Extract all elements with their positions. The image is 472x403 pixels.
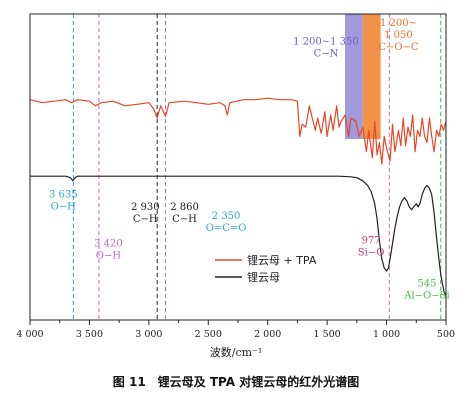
- band-highlights: [344, 14, 381, 139]
- x-tick-label: 2 500: [195, 329, 222, 340]
- peak-annotation-line: Al−O−Si: [403, 290, 449, 301]
- peak-annotation-line: 977: [362, 236, 381, 247]
- band-highlight-1: [362, 14, 381, 139]
- peak-annotation-line: C−H: [172, 214, 197, 225]
- peak-annotation-line: 1 200~1 350: [293, 37, 359, 48]
- peak-annotation-line: Si−O: [358, 248, 385, 259]
- peak-annotation-line: 1 050: [384, 30, 413, 41]
- peak-annotation-line: C−N: [314, 49, 339, 60]
- x-axis-ticks: 4 000 3 500 3 000 2 500 2 000 1 500 1 000 500: [16, 320, 455, 340]
- peak-annotation-3: 2 930 C−H: [131, 202, 160, 225]
- spectrum-series: [29, 97, 447, 296]
- band-highlight-0: [344, 14, 363, 139]
- peak-annotation-line: C−O−C: [378, 42, 419, 53]
- series-line-0: [29, 97, 447, 165]
- peak-annotation-7: 977 Si−O: [358, 236, 385, 259]
- peak-annotation-0: 1 200~1 350 C−N: [293, 37, 359, 60]
- peak-annotation-line: C−H: [133, 214, 158, 225]
- peak-annotation-6: 3 420 O−H: [94, 239, 123, 262]
- peak-annotation-8: 545 Al−O−Si: [403, 278, 449, 301]
- x-tick-label: 1 500: [314, 329, 341, 340]
- peak-annotation-2: 3 635 O−H: [49, 190, 78, 213]
- peak-annotation-4: 2 860 C−H: [170, 202, 199, 225]
- x-axis-label: 波数/cm⁻¹: [210, 346, 263, 359]
- x-tick-label: 3 500: [76, 329, 103, 340]
- peak-annotation-line: O−H: [96, 251, 122, 262]
- figure-caption: 图 11 锂云母及 TPA 对锂云母的红外光谱图: [113, 374, 359, 389]
- legend: 锂云母 + TPA 锂云母: [215, 253, 317, 284]
- peak-annotation-line: 3 420: [94, 239, 123, 250]
- peak-annotation-line: O−H: [51, 202, 77, 213]
- x-tick-label: 500: [437, 329, 455, 340]
- peak-annotations: 1 200~1 350 C−N1 200~ 1 050 C−O−C3 635 O−H 2 …: [49, 18, 450, 301]
- peak-annotation-line: 2 860: [170, 202, 199, 213]
- x-tick-label: 3 000: [135, 329, 162, 340]
- peak-annotation-line: 3 635: [49, 190, 78, 201]
- peak-annotation-5: 2 350 O=C=O: [206, 211, 247, 234]
- peak-annotation-line: 545: [417, 278, 436, 289]
- reference-lines: [72, 14, 442, 320]
- peak-annotation-line: O=C=O: [206, 223, 247, 234]
- x-tick-label: 1 000: [373, 329, 400, 340]
- series-line-1: [30, 175, 447, 296]
- peak-annotation-line: 2 930: [131, 202, 160, 213]
- peak-annotation-line: 1 200~: [380, 18, 417, 29]
- x-tick-label: 4 000: [16, 329, 43, 340]
- x-tick-label: 2 000: [254, 329, 281, 340]
- legend-label-tpa: 锂云母 + TPA: [247, 253, 317, 267]
- legend-label-lepidolite: 锂云母: [247, 270, 280, 284]
- peak-annotation-line: 2 350: [212, 211, 241, 222]
- peak-annotation-1: 1 200~ 1 050 C−O−C: [378, 18, 419, 53]
- plot-frame: [29, 13, 447, 321]
